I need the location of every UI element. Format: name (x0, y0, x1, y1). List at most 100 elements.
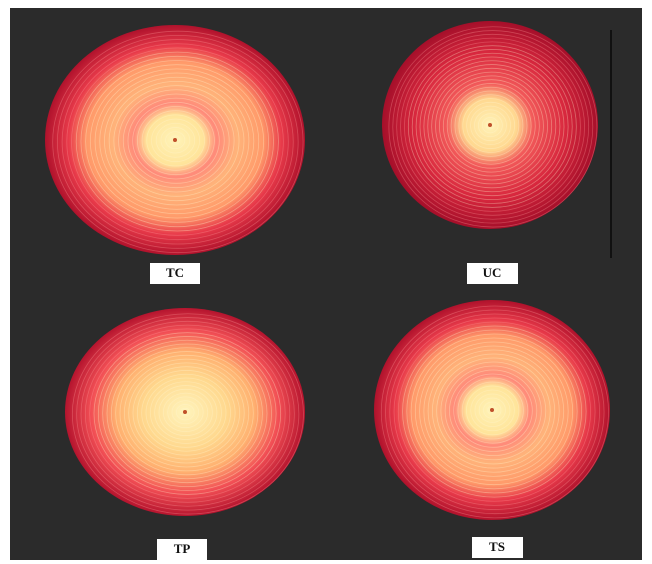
growth-ring (154, 385, 218, 440)
growth-ring (106, 343, 268, 484)
growth-ring (393, 317, 596, 506)
growth-ring (180, 407, 190, 417)
growth-ring (388, 26, 598, 228)
growth-ring (440, 361, 547, 461)
growth-ring (61, 39, 294, 245)
growth-ring (104, 76, 250, 206)
growth-ring (75, 51, 279, 232)
growth-ring (439, 75, 544, 177)
growth-ring (461, 381, 524, 440)
growth-ring (483, 401, 502, 419)
label-box (157, 539, 207, 560)
growth-ring (118, 89, 235, 193)
growth-ring (423, 60, 561, 193)
growth-ring (102, 339, 272, 487)
growth-ring (396, 33, 590, 220)
label: UC (483, 265, 502, 280)
growth-ring (132, 366, 241, 460)
growth-ring (478, 397, 506, 423)
growth-ring (449, 369, 538, 452)
growth-ring (485, 120, 495, 130)
growth-ring (415, 52, 569, 200)
growth-ring (462, 98, 520, 153)
growth-ring (402, 325, 587, 498)
growth-ring (466, 385, 520, 436)
growth-ring (149, 381, 222, 444)
label: TC (166, 265, 184, 280)
growth-ring (407, 45, 577, 208)
label-box (467, 263, 518, 284)
growth-ring (94, 68, 260, 215)
growth-ring (450, 86, 532, 165)
growth-ring (108, 81, 245, 202)
growth-ring (151, 118, 201, 163)
growth-ring (487, 405, 497, 415)
growth-ring (454, 90, 528, 161)
label: TP (174, 541, 191, 556)
growth-ring (400, 37, 585, 216)
growth-ring (414, 337, 574, 486)
growth-ring (57, 34, 299, 249)
growth-ring (122, 93, 230, 189)
growth-ring (410, 333, 578, 490)
growth-ring (160, 127, 191, 154)
pith (183, 410, 187, 414)
pith (173, 138, 177, 142)
growth-ring (165, 131, 186, 150)
label: TS (489, 539, 505, 554)
growth-ring (457, 377, 529, 444)
growth-ring (419, 341, 569, 481)
growth-ring (80, 320, 295, 507)
growth-ring (423, 345, 565, 477)
growth-ring (436, 357, 551, 465)
growth-ring (474, 109, 507, 142)
discs (45, 21, 610, 520)
growth-ring (444, 365, 542, 457)
growth-ring (93, 332, 282, 495)
growth-ring (141, 373, 231, 452)
growth-ring (385, 309, 605, 515)
growth-ring (80, 55, 274, 228)
growth-ring (155, 122, 196, 158)
growth-ring (171, 400, 200, 425)
growth-ring (136, 106, 215, 176)
growth-ring (66, 43, 289, 241)
growth-ring (389, 313, 600, 510)
growth-ring (427, 349, 560, 473)
growth-ring (169, 135, 181, 145)
growth-ring (162, 392, 209, 433)
growth-ring (85, 60, 269, 223)
growth-ring (141, 110, 210, 171)
growth-ring (470, 389, 515, 432)
growth-ring (453, 373, 533, 448)
growth-ring (397, 321, 591, 502)
growth-ring (474, 393, 511, 427)
growth-ring (442, 79, 540, 173)
growth-ring (404, 41, 581, 212)
growth-ring (84, 324, 291, 503)
growth-ring (470, 105, 511, 146)
growth-ring (435, 71, 548, 181)
growth-ring (431, 353, 556, 469)
pith (490, 408, 494, 412)
growth-ring (175, 404, 195, 421)
label-box (150, 263, 200, 284)
growth-ring (71, 47, 284, 236)
growth-ring (466, 101, 516, 149)
growth-ring (136, 370, 236, 456)
labels: TC UC TP TS (150, 263, 523, 560)
growth-ring (71, 313, 304, 515)
growth-ring (446, 83, 536, 169)
growth-ring (89, 64, 265, 219)
growth-ring (158, 388, 213, 436)
growth-ring (458, 94, 524, 157)
growth-ring (481, 117, 499, 134)
growth-ring (99, 72, 255, 210)
growth-ring (89, 328, 286, 499)
growth-ring (411, 49, 573, 204)
growth-ring (115, 351, 259, 476)
growth-ring (167, 396, 204, 429)
growth-ring (123, 358, 250, 468)
pith (488, 123, 492, 127)
